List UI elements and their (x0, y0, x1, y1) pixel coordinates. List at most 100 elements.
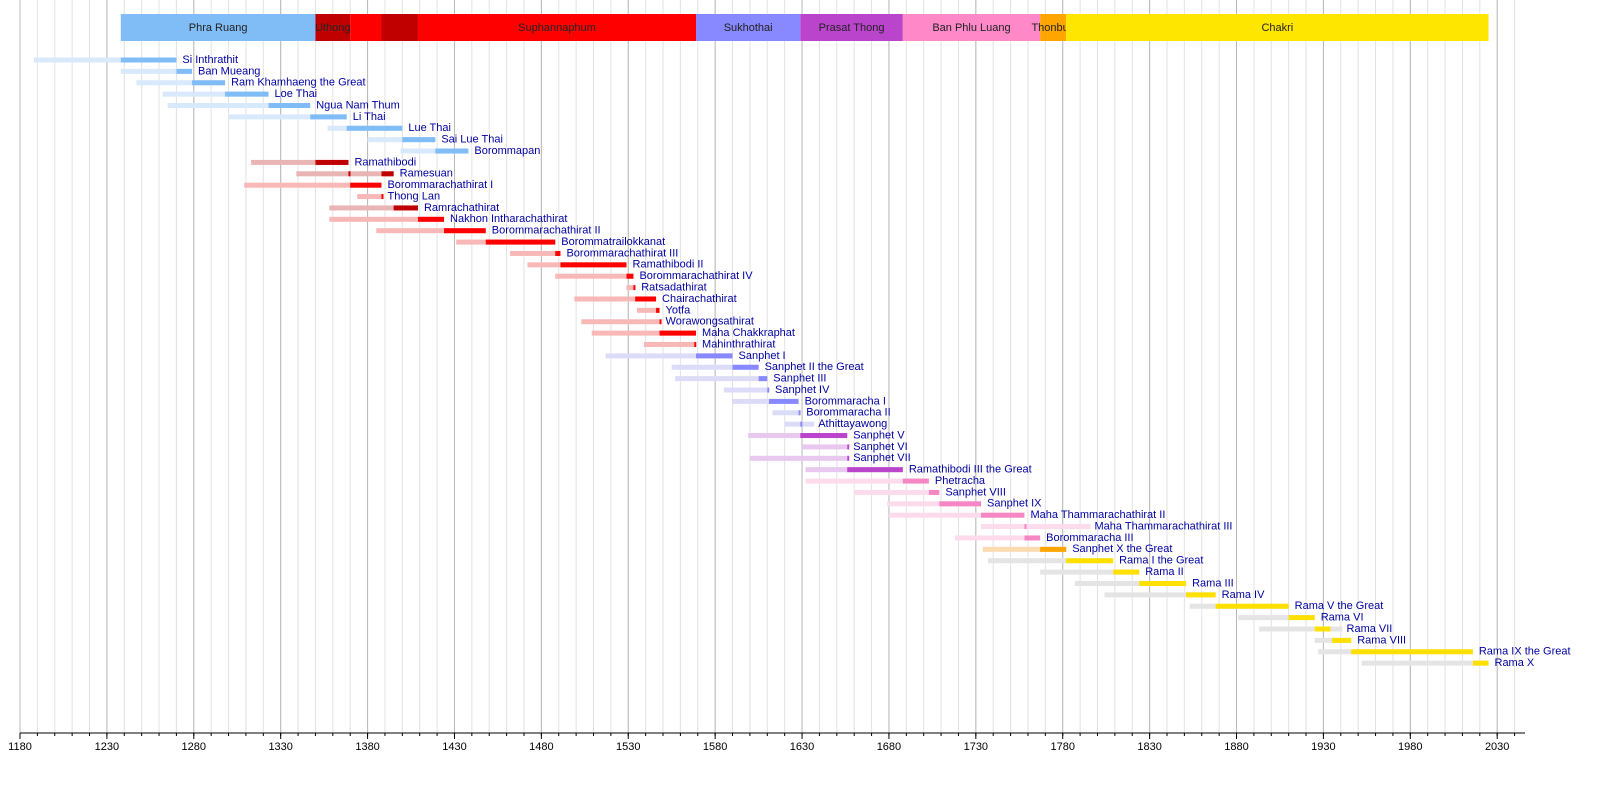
life-bar (574, 296, 657, 302)
reign-bar (696, 353, 733, 359)
life-bar (732, 398, 799, 404)
reign-bar (767, 387, 770, 393)
x-tick-label: 1730 (964, 741, 988, 753)
reign-bar (348, 171, 351, 177)
monarch-label: Borommarachathirat I (387, 179, 493, 191)
life-bar (748, 433, 848, 439)
life-bar (675, 376, 768, 382)
life-bar (671, 364, 759, 370)
life-bar (772, 410, 801, 416)
reign-bar (1215, 603, 1289, 609)
reign-bar (928, 489, 940, 495)
x-tick-label: 1680 (877, 741, 901, 753)
life-bar (854, 489, 940, 495)
reign-bar (417, 216, 445, 222)
life-bar (1259, 626, 1343, 632)
life-bar (805, 478, 929, 484)
x-tick-label: 1380 (355, 741, 379, 753)
monarch-label: Sanphet X the Great (1072, 543, 1172, 555)
reign-bar (268, 103, 311, 109)
life-bar (228, 114, 347, 120)
monarch-label: Maha Thammarachathirat II (1030, 509, 1165, 521)
dynasty-label: Prasat Thong (819, 22, 885, 34)
reign-bar (1351, 649, 1473, 655)
reign-bar (1314, 626, 1331, 632)
x-tick-label: 1430 (442, 741, 466, 753)
reign-bar (176, 68, 193, 74)
monarch-label: Sanphet VIII (945, 486, 1006, 498)
life-bar (244, 182, 382, 188)
monarch-label: Rama X (1495, 657, 1535, 669)
reign-bar (656, 307, 660, 313)
monarch-label: Sanphet I (739, 350, 786, 362)
monarch-label: Ramathibodi II (633, 259, 704, 271)
monarch-label: Rama I the Great (1119, 555, 1203, 567)
monarch-label: Sanphet IV (775, 384, 830, 396)
monarch-label: Ramathibodi (354, 156, 416, 168)
reign-bar (847, 444, 850, 450)
monarch-label: Sanphet II the Great (765, 361, 864, 373)
reign-bar (1332, 637, 1352, 643)
reign-bar (981, 512, 1025, 518)
reign-bar (560, 262, 627, 268)
dynasty-label: Thonburi (1031, 22, 1074, 34)
x-tick-label: 1580 (703, 741, 727, 753)
life-bar (555, 273, 634, 279)
reign-bar (485, 239, 556, 245)
reign-bar (902, 478, 929, 484)
life-bar (749, 455, 848, 461)
life-bar (784, 421, 815, 427)
monarch-label: Borommaracha III (1046, 532, 1133, 544)
reign-bar (310, 114, 347, 120)
x-tick-label: 1180 (8, 741, 32, 753)
dynasty-bar (120, 14, 316, 41)
reign-bar (1472, 660, 1489, 666)
life-bar (987, 558, 1114, 564)
life-bar (888, 512, 1025, 518)
life-bar (591, 330, 697, 336)
life-bar (981, 524, 1091, 530)
life-bar (643, 342, 697, 347)
monarch-label: Ban Mueang (198, 65, 260, 77)
monarch-label: Rama IX the Great (1479, 646, 1571, 658)
dynasty-label: Phra Ruang (189, 22, 248, 34)
dynasty-label: Uthong (315, 22, 350, 34)
reign-bar (1024, 535, 1041, 541)
reign-bar (635, 296, 657, 302)
reign-bar (555, 250, 561, 256)
dynasty-bar (800, 14, 903, 41)
reign-bar (732, 364, 759, 370)
reign-bar (694, 342, 697, 347)
monarch-label: Ram Khamhaeng the Great (231, 77, 366, 89)
dynasty-label: Sukhothai (724, 22, 773, 34)
dynasty-bar (902, 14, 1041, 41)
monarch-label: Ramesuan (400, 168, 453, 180)
life-bar (167, 103, 311, 109)
reign-bar (769, 398, 799, 404)
life-bar (33, 57, 177, 63)
monarch-label: Ramrachathirat (424, 202, 499, 214)
life-bar (400, 148, 469, 154)
x-tick-label: 1830 (1137, 741, 1161, 753)
monarch-label: Sanphet III (773, 373, 826, 385)
monarch-label: Si Inthrathit (182, 54, 238, 66)
monarch-label: Chairachathirat (662, 293, 737, 305)
life-bar (982, 546, 1067, 552)
monarch-label: Loe Thai (275, 88, 318, 100)
monarch-label: Worawongsathirat (666, 316, 754, 328)
monarch-label: Rama II (1145, 566, 1184, 578)
life-bar (636, 307, 660, 313)
reign-bar (381, 171, 394, 177)
dynasty-bar (1040, 14, 1067, 41)
monarch-label: Borommarachathirat II (492, 225, 601, 237)
life-bar (1104, 592, 1216, 598)
reign-bar (1288, 615, 1315, 621)
x-tick-label: 1980 (1398, 741, 1422, 753)
monarch-label: Ratsadathirat (641, 282, 706, 294)
reign-bar (346, 125, 403, 131)
reign-bar (402, 137, 436, 143)
life-bar (162, 91, 269, 97)
monarch-label: Borommarachathirat III (566, 247, 678, 259)
x-tick-label: 1780 (1050, 741, 1074, 753)
